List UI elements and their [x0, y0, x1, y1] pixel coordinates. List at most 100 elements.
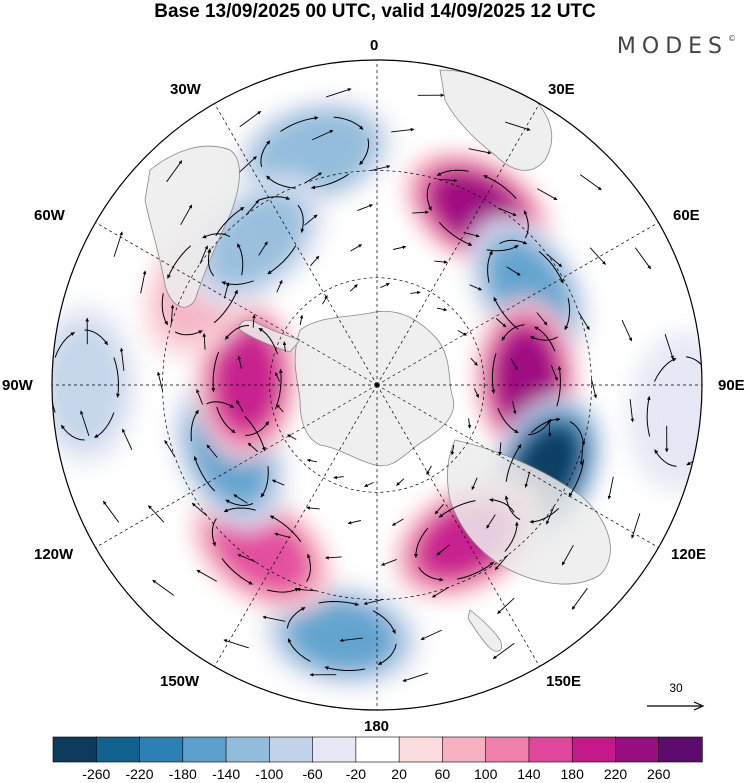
wind-vector: [396, 478, 405, 486]
wind-vector: [350, 244, 363, 252]
wind-vector: [629, 399, 635, 423]
wind-vector: [113, 231, 123, 257]
wind-vector: [495, 318, 507, 328]
wind-vector: [530, 417, 561, 434]
wind-vector: [436, 544, 450, 556]
wind-vector: [247, 442, 259, 452]
wind-vector: [164, 439, 176, 458]
wind-vector: [266, 587, 300, 593]
wind-vector: [512, 401, 517, 415]
australia-shape: [447, 439, 611, 585]
wind-vector: [102, 500, 120, 523]
anomaly-blob: [52, 323, 125, 447]
colorbar-tick-label: 140: [517, 766, 541, 782]
wind-vector: [359, 138, 370, 166]
wind-vector: [471, 477, 478, 491]
meridian-line: [95, 222, 378, 386]
wind-vector: [257, 196, 291, 201]
map-border: [51, 59, 703, 711]
wind-vector: [260, 140, 271, 167]
wind-vector: [312, 129, 334, 141]
wind-vector: [274, 532, 291, 539]
wind-vector: [237, 355, 242, 369]
meridian-line: [95, 384, 378, 548]
south-america-shape: [144, 145, 240, 308]
colorbar-tick-label: -60: [302, 766, 323, 782]
wind-vector: [239, 110, 262, 128]
wind-vector: [579, 445, 584, 466]
wind-vector: [434, 260, 448, 264]
wind-vector: [196, 389, 204, 405]
wind-vector: [311, 173, 350, 190]
wind-vector: [578, 312, 590, 331]
meridian-line: [376, 222, 659, 386]
wind-vector: [276, 279, 283, 293]
wind-vector: [245, 421, 270, 436]
wind-vector: [634, 247, 652, 270]
wind-vector: [280, 116, 319, 132]
wind-vector: [236, 243, 244, 276]
wind-vector: [275, 368, 283, 410]
wind-vector: [489, 498, 515, 513]
antarctica-shape: [294, 310, 455, 467]
map-title: Base 13/09/2025 00 UTC, valid 14/09/2025…: [154, 1, 596, 22]
wind-vector: [607, 476, 614, 500]
wind-vector: [364, 481, 374, 488]
wind-vector: [372, 610, 396, 634]
wind-vector: [54, 331, 75, 358]
colorbar-swatch: [52, 736, 97, 763]
wind-vector: [487, 250, 493, 283]
wind-vector: [529, 336, 558, 341]
wind-vector: [113, 357, 120, 398]
wind-vector: [224, 325, 250, 340]
wind-vector: [653, 357, 677, 382]
wind-vector: [463, 231, 480, 238]
wind-vector: [420, 629, 442, 641]
colorbar-swatch: [398, 736, 444, 763]
wind-vector: [206, 401, 235, 408]
wind-vector: [306, 553, 312, 582]
colorbar: [52, 736, 703, 763]
wind-vector: [498, 442, 502, 456]
wind-vector: [436, 307, 448, 312]
wind-vector: [589, 247, 606, 265]
wind-vector: [80, 410, 90, 436]
wind-vector: [504, 521, 519, 552]
wind-vector: [631, 513, 641, 539]
colorbar-swatch: [269, 736, 314, 763]
meridian-line: [214, 103, 378, 386]
vector-scale-arrow-icon: [647, 701, 705, 711]
wind-vector: [174, 330, 203, 336]
wind-vector: [357, 204, 373, 212]
wind-vector: [546, 506, 555, 525]
colorbar-swatch: [571, 736, 617, 763]
colorbar-swatch: [312, 736, 357, 763]
wind-vector: [469, 284, 483, 291]
wind-vector: [299, 314, 304, 326]
colorbar-swatch: [355, 736, 400, 763]
colorbar-swatch: [182, 736, 227, 763]
wind-vector: [434, 503, 444, 515]
wind-vector: [157, 371, 164, 392]
wind-vector: [529, 508, 560, 524]
wind-vector: [260, 466, 269, 498]
modes-logo: MODES©: [617, 34, 736, 59]
brand-mark: ©: [728, 33, 736, 43]
wind-vector: [561, 544, 574, 566]
wind-vector: [498, 207, 517, 216]
colorbar-swatch: [658, 736, 703, 763]
wind-vector: [426, 182, 432, 211]
wind-vector: [199, 245, 208, 264]
wind-vector: [161, 293, 169, 326]
wind-vector: [213, 289, 238, 324]
colorbar-tick-label: 100: [474, 766, 498, 782]
wind-vector: [223, 282, 230, 299]
wind-vector: [486, 514, 496, 529]
wind-vector: [236, 399, 244, 412]
wind-vector: [211, 518, 217, 547]
new-zealand-shape: [467, 609, 503, 652]
wind-vector: [306, 458, 318, 463]
wind-vector: [60, 424, 85, 441]
wind-vector: [119, 347, 125, 371]
wind-vector: [621, 320, 633, 342]
